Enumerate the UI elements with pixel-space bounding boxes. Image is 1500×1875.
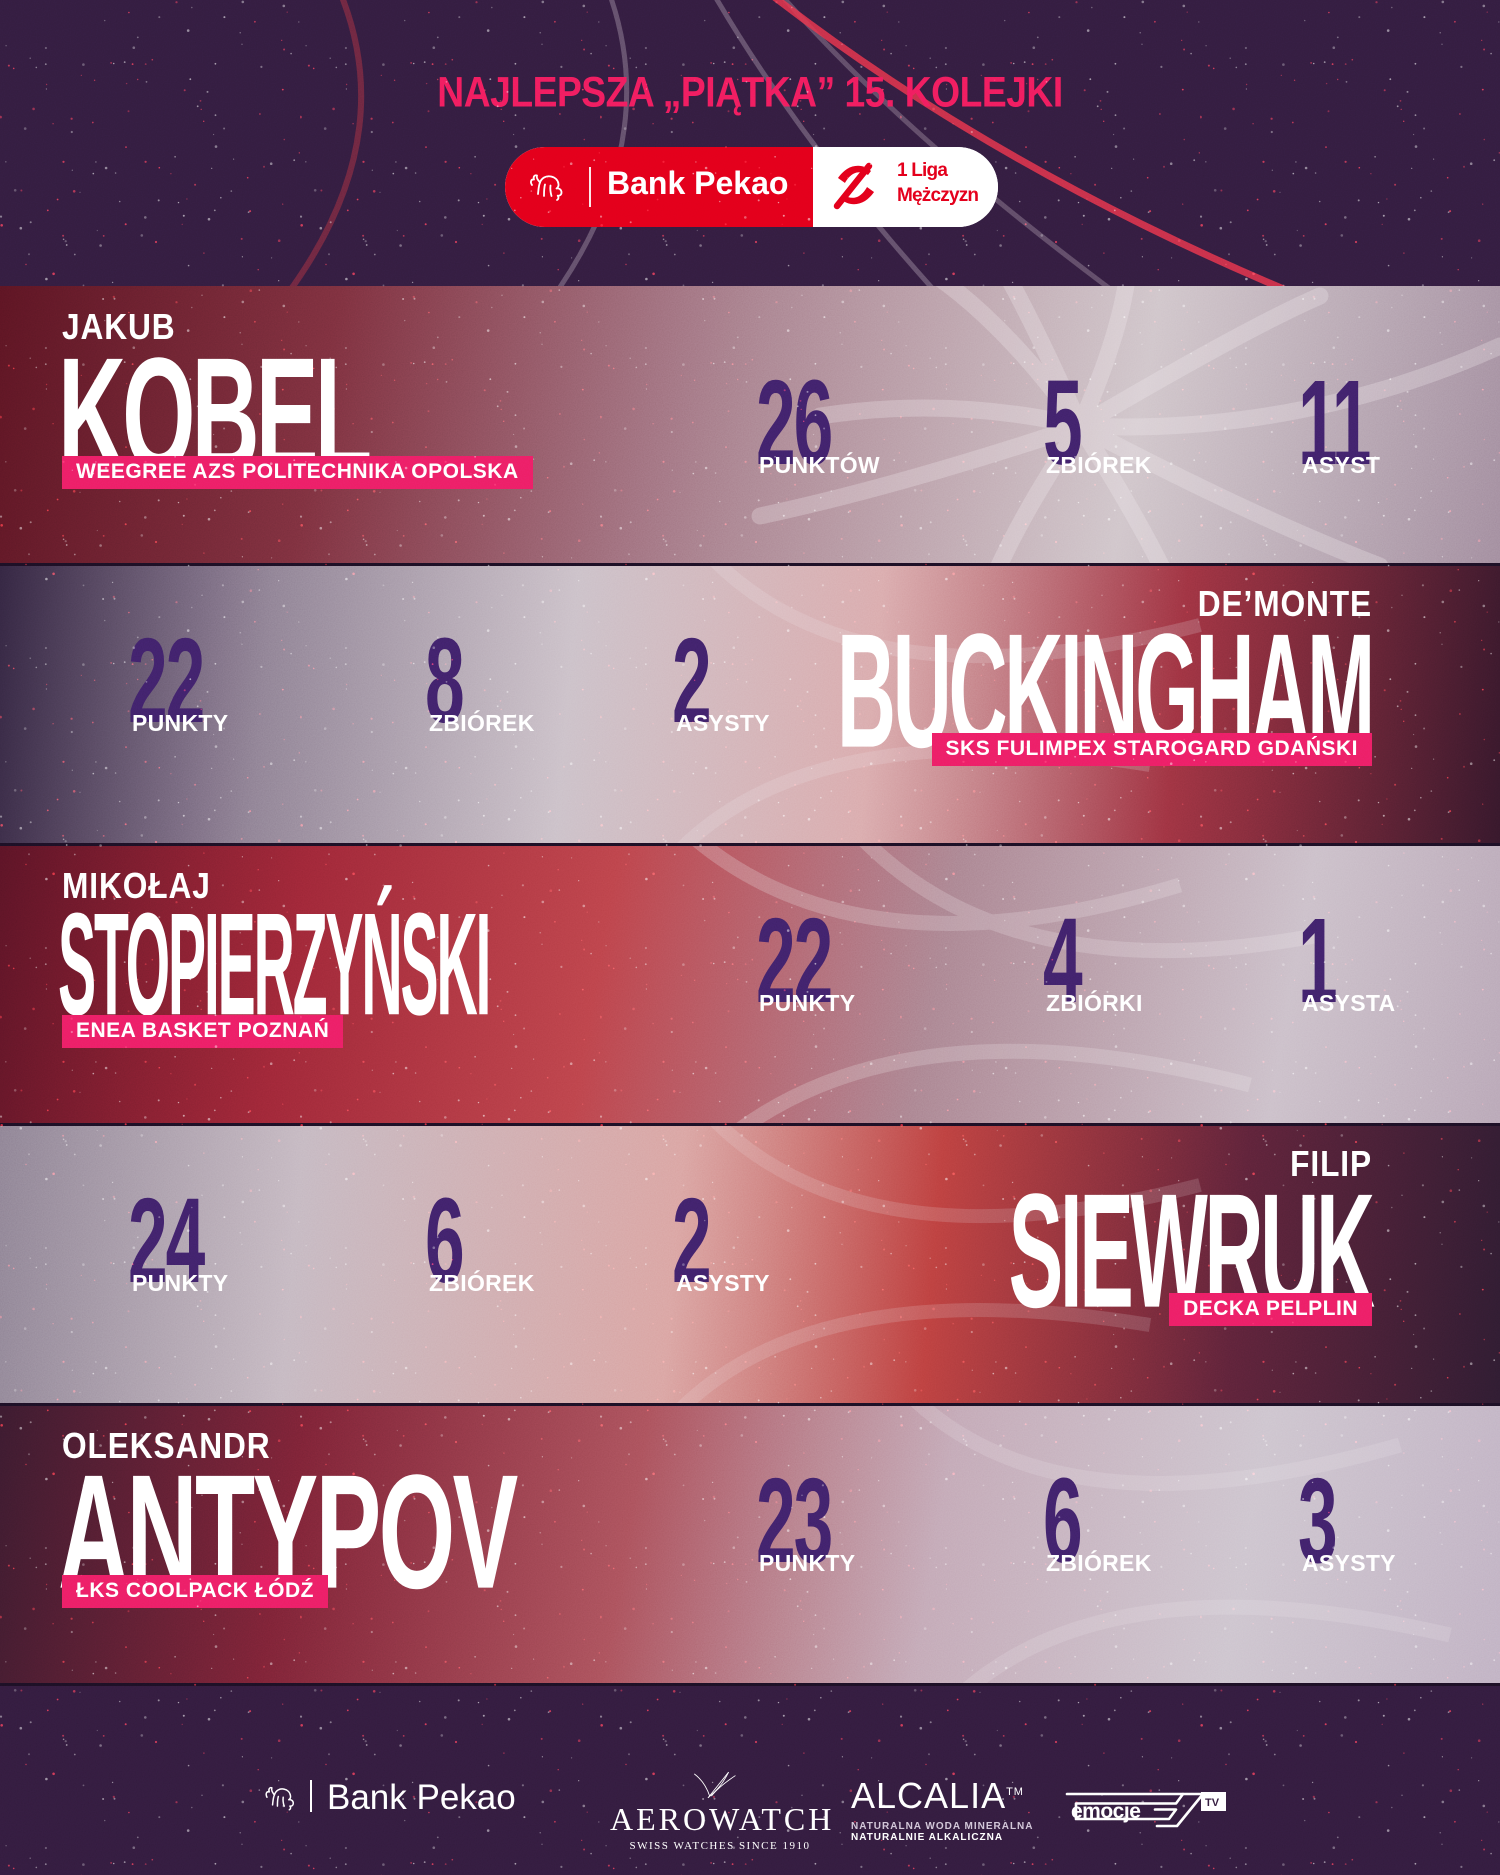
svg-text:emocje: emocje — [1071, 1800, 1140, 1823]
svg-text:TV: TV — [1205, 1797, 1220, 1809]
